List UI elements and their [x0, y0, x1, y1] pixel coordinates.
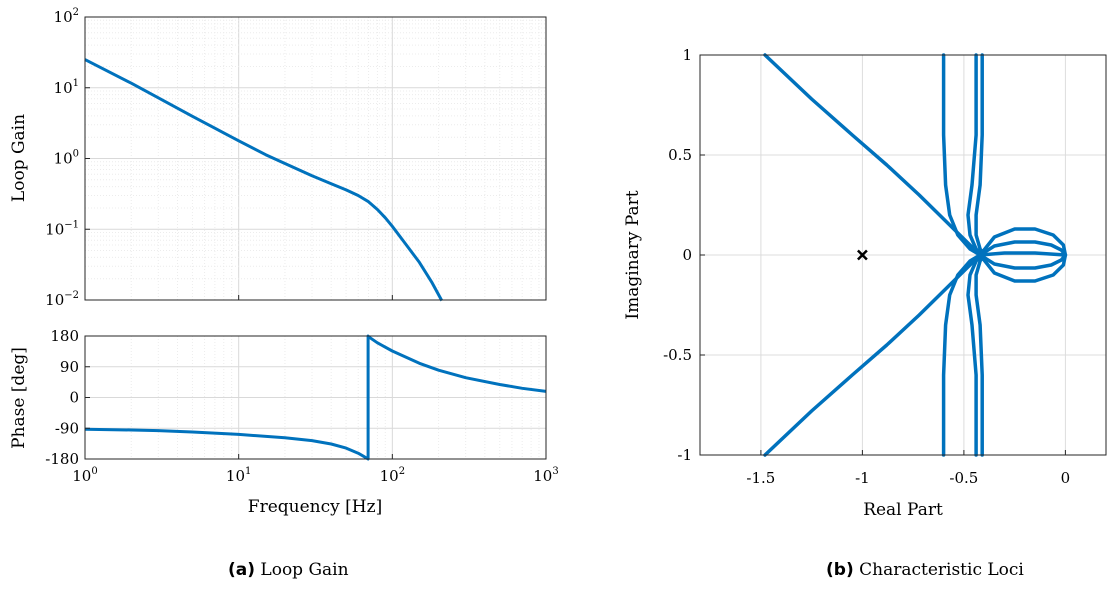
phase-plot: -180 -90 0 90 180 100 101 102 103 Phase [deg] Fr…	[9, 327, 559, 517]
phase-ytick-label: 180	[50, 327, 79, 345]
magnitude-ticks: 10−2 10−1 100 101 102	[45, 7, 547, 309]
phase-ytick-label: 0	[69, 389, 79, 407]
locus-line	[966, 53, 984, 257]
critical-point-marker	[857, 249, 868, 261]
critical-point-marker-stroke	[857, 249, 868, 261]
phase-xtick-label: 103	[533, 466, 558, 485]
loci-ytick-label: 0	[682, 246, 692, 264]
magnitude-plot: 10−2 10−1 100 101 102 Loop Gain	[9, 7, 547, 309]
caption-b: (b) Characteristic Loci	[826, 560, 1024, 580]
caption-a-label: (a)	[228, 560, 256, 580]
phase-ylabel: Phase [deg]	[9, 347, 29, 449]
loci-plot: -1.5 -1 -0.5 0 -1 -0.5 0 0.5 1 Imaginary Part Re…	[623, 46, 1107, 520]
loci-ytick-label: -0.5	[663, 346, 692, 364]
locus-line	[763, 53, 984, 257]
loci-lines	[763, 53, 1068, 457]
phase-ytick-label: -90	[55, 419, 79, 437]
phase-xtick-label: 102	[380, 466, 405, 485]
loci-ticks: -1.5 -1 -0.5 0 -1 -0.5 0 0.5 1	[663, 46, 1070, 487]
locus-line	[978, 251, 1068, 257]
phase-grid	[84, 335, 546, 460]
magnitude-ylabel: Loop Gain	[9, 114, 29, 202]
loci-xtick-label: 0	[1061, 469, 1071, 487]
phase-ticks: -180 -90 0 90 180 100 101 102 103	[45, 327, 558, 485]
phase-ytick-label: 90	[60, 358, 79, 376]
loci-xtick-label: -1.5	[746, 469, 775, 487]
loci-xtick-label: -1	[855, 469, 870, 487]
caption-b-text: Characteristic Loci	[859, 560, 1024, 580]
locus-line	[763, 253, 984, 457]
magnitude-grid	[84, 17, 546, 301]
caption-a: (a) Loop Gain	[228, 560, 349, 580]
caption-b-label: (b)	[826, 560, 854, 580]
phase-xtick-label: 100	[72, 466, 97, 485]
phase-lines	[84, 334, 547, 461]
loci-xtick-label: -0.5	[949, 469, 978, 487]
magnitude-ytick-label: 101	[54, 78, 79, 97]
locus-line	[974, 53, 986, 257]
locus-line	[966, 253, 984, 457]
phase-series-line	[84, 334, 547, 461]
loci-ytick-label: 0.5	[668, 146, 692, 164]
magnitude-ytick-label: 100	[54, 149, 79, 168]
magnitude-series-line	[84, 58, 444, 302]
phase-ytick-label: -180	[45, 450, 79, 468]
loci-ytick-label: 1	[682, 46, 692, 64]
loci-ylabel: Imaginary Part	[623, 190, 643, 319]
loci-xlabel: Real Part	[863, 500, 943, 520]
magnitude-ytick-label: 10−1	[45, 219, 79, 238]
phase-xtick-label: 101	[226, 466, 251, 485]
magnitude-ytick-label: 10−2	[45, 290, 79, 309]
locus-line	[941, 53, 982, 257]
magnitude-ytick-label: 102	[54, 7, 79, 26]
caption-a-text: Loop Gain	[260, 560, 349, 580]
locus-line	[941, 253, 982, 457]
locus-line	[974, 253, 986, 457]
magnitude-lines	[84, 58, 444, 302]
phase-xlabel: Frequency [Hz]	[248, 497, 382, 517]
loci-ytick-label: -1	[677, 446, 692, 464]
